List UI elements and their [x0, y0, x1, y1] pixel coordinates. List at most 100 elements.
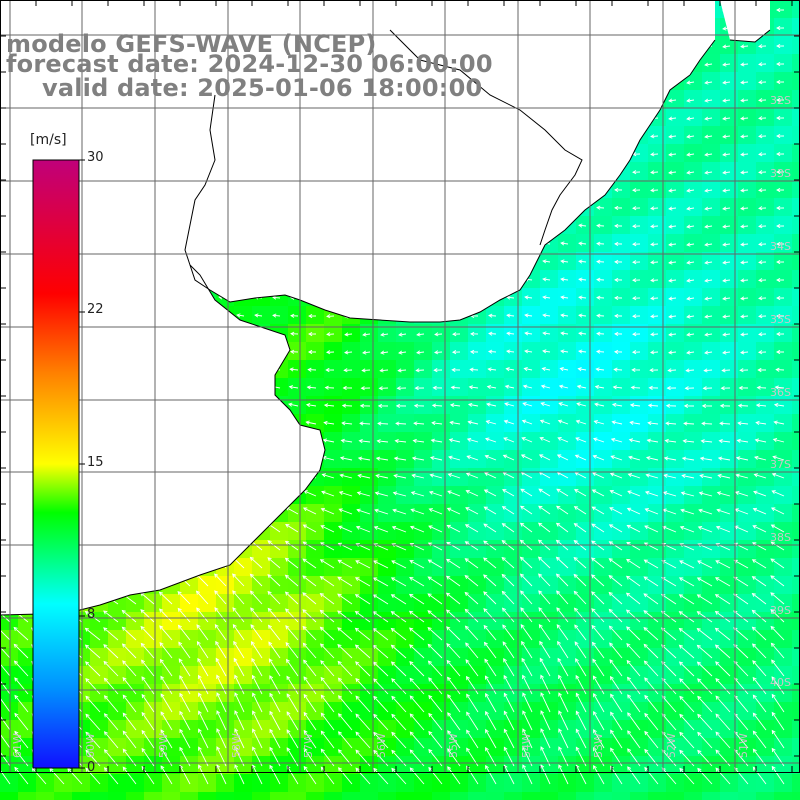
speed-cell — [702, 198, 721, 217]
speed-cell — [594, 360, 613, 379]
speed-cell — [774, 288, 793, 307]
speed-cell — [630, 324, 649, 343]
speed-cell — [666, 504, 685, 523]
speed-cell — [378, 432, 397, 451]
longitude-label: 54W — [520, 733, 533, 758]
speed-cell — [792, 18, 800, 37]
speed-cell — [612, 414, 631, 433]
speed-cell — [756, 198, 775, 217]
speed-cell — [612, 396, 631, 415]
speed-cell — [738, 126, 757, 145]
speed-cell — [288, 396, 307, 415]
speed-cell — [288, 306, 307, 325]
speed-cell — [540, 360, 559, 379]
speed-cell — [666, 270, 685, 289]
speed-cell — [396, 378, 415, 397]
speed-cell — [360, 324, 379, 343]
speed-cell — [720, 342, 739, 361]
speed-cell — [792, 180, 800, 199]
speed-cell — [378, 342, 397, 361]
speed-cell — [756, 378, 775, 397]
speed-cell — [396, 486, 415, 505]
speed-cell — [756, 360, 775, 379]
speed-cell — [558, 288, 577, 307]
longitude-label: 51W — [737, 733, 750, 758]
speed-cell — [540, 378, 559, 397]
speed-cell — [774, 252, 793, 271]
speed-cell — [360, 486, 379, 505]
speed-cell — [342, 432, 361, 451]
speed-cell — [720, 324, 739, 343]
speed-cell — [324, 792, 343, 800]
speed-cell — [702, 72, 721, 91]
speed-cell — [738, 144, 757, 163]
speed-cell — [756, 288, 775, 307]
speed-cell — [792, 0, 800, 19]
speed-cell — [720, 414, 739, 433]
speed-cell — [666, 360, 685, 379]
speed-cell — [648, 234, 667, 253]
speed-cell — [648, 216, 667, 235]
speed-cell — [720, 450, 739, 469]
speed-cell — [648, 270, 667, 289]
speed-cell — [324, 378, 343, 397]
speed-cell — [738, 342, 757, 361]
speed-cell — [342, 324, 361, 343]
speed-cell — [792, 684, 800, 703]
speed-cell — [720, 126, 739, 145]
speed-cell — [684, 468, 703, 487]
speed-cell — [666, 288, 685, 307]
speed-cell — [594, 270, 613, 289]
speed-cell — [414, 378, 433, 397]
speed-cell — [756, 270, 775, 289]
speed-cell — [666, 252, 685, 271]
speed-cell — [414, 450, 433, 469]
speed-cell — [378, 468, 397, 487]
speed-cell — [774, 360, 793, 379]
speed-cell — [720, 72, 739, 91]
speed-cell — [792, 198, 800, 217]
speed-cell — [162, 792, 181, 800]
speed-cell — [630, 216, 649, 235]
speed-cell — [558, 252, 577, 271]
speed-cell — [216, 792, 235, 800]
speed-cell — [792, 414, 800, 433]
speed-cell — [324, 360, 343, 379]
speed-cell — [738, 378, 757, 397]
speed-cell — [432, 468, 451, 487]
speed-cell — [792, 774, 800, 793]
speed-cell — [324, 324, 343, 343]
speed-cell — [630, 792, 649, 800]
speed-cell — [738, 486, 757, 505]
speed-cell — [756, 234, 775, 253]
speed-cell — [612, 450, 631, 469]
speed-cell — [702, 90, 721, 109]
speed-cell — [666, 396, 685, 415]
speed-cell — [720, 360, 739, 379]
speed-cell — [540, 306, 559, 325]
speed-cell — [792, 342, 800, 361]
speed-cell — [792, 216, 800, 235]
speed-cell — [666, 108, 685, 127]
speed-cell — [432, 792, 451, 800]
speed-cell — [720, 468, 739, 487]
speed-cell — [792, 486, 800, 505]
speed-cell — [792, 144, 800, 163]
speed-cell — [414, 432, 433, 451]
speed-cell — [684, 342, 703, 361]
speed-cell — [792, 36, 800, 55]
speed-cell — [702, 396, 721, 415]
speed-cell — [684, 432, 703, 451]
speed-cell — [252, 306, 271, 325]
speed-cell — [450, 468, 469, 487]
speed-cell — [684, 144, 703, 163]
speed-cell — [648, 414, 667, 433]
speed-cell — [702, 288, 721, 307]
speed-cell — [342, 486, 361, 505]
speed-cell — [252, 792, 271, 800]
speed-cell — [396, 396, 415, 415]
speed-cell — [558, 792, 577, 800]
speed-cell — [684, 360, 703, 379]
